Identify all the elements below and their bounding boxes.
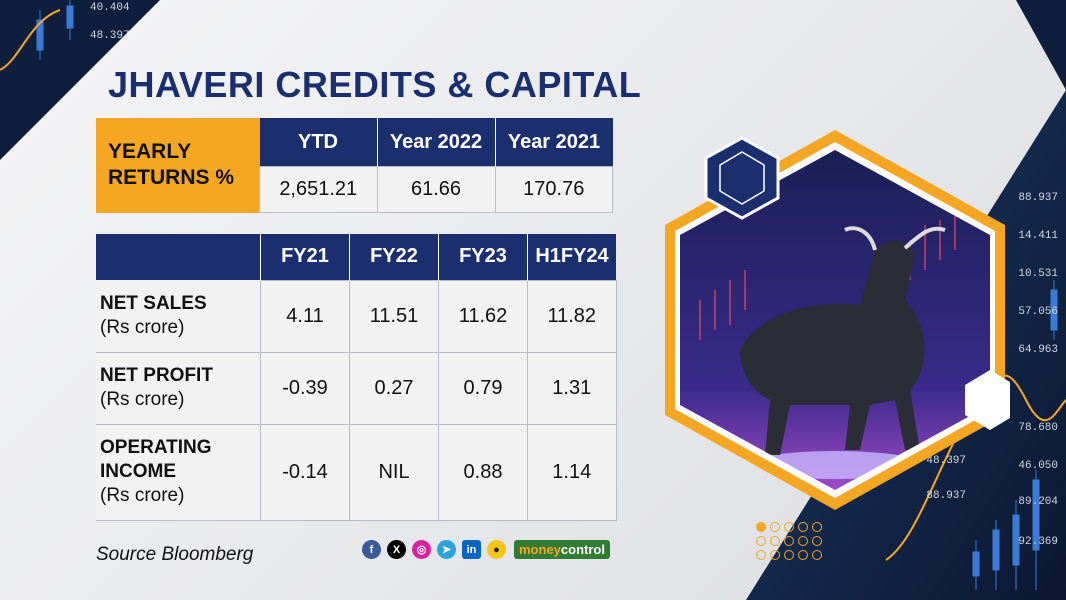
row-label-line: OPERATING bbox=[100, 437, 212, 458]
row-label-line: NET PROFIT bbox=[100, 365, 213, 386]
table-cell: 0.27 bbox=[349, 351, 439, 425]
row-label: NET SALES (Rs crore) bbox=[96, 280, 261, 353]
table-row: NET SALES (Rs crore) 4.11 11.51 11.62 11… bbox=[96, 279, 617, 353]
bg-number: 89.204 bbox=[1018, 496, 1058, 508]
bg-number: 40.404 bbox=[90, 2, 130, 14]
table-cell: -0.39 bbox=[260, 351, 350, 425]
table-cell: NIL bbox=[349, 423, 439, 521]
financials-header: H1FY24 bbox=[527, 234, 616, 280]
table-cell: 11.62 bbox=[438, 279, 528, 353]
bg-number: 48.397 bbox=[926, 455, 966, 467]
corner-chart-graphic bbox=[0, 0, 74, 71]
source-note: Source Bloomberg bbox=[96, 544, 254, 565]
moneycontrol-logo[interactable]: moneycontrol bbox=[514, 540, 610, 559]
row-label-line: INCOME bbox=[100, 461, 176, 482]
table-cell: 0.79 bbox=[438, 351, 528, 425]
dot-pattern bbox=[756, 522, 822, 560]
yearly-returns-label-text: YEARLY RETURNS % bbox=[108, 140, 235, 190]
row-label: OPERATING INCOME (Rs crore) bbox=[96, 424, 261, 521]
instagram-icon[interactable]: ◎ bbox=[412, 540, 431, 559]
yearly-returns-table: YEARLY RETURNS % YTD Year 2022 Year 2021… bbox=[96, 118, 613, 213]
bg-number: 14.411 bbox=[1018, 230, 1058, 242]
koo-icon[interactable]: ● bbox=[487, 540, 506, 559]
telegram-icon[interactable]: ➤ bbox=[437, 540, 456, 559]
financials-header-blank bbox=[96, 234, 261, 280]
page-title: JHAVERI CREDITS & CAPITAL bbox=[108, 64, 642, 105]
returns-header: Year 2022 bbox=[376, 118, 495, 167]
table-row: NET PROFIT (Rs crore) -0.39 0.27 0.79 1.… bbox=[96, 351, 617, 425]
bull-image-hexagon bbox=[665, 130, 1010, 510]
returns-value: 2,651.21 bbox=[259, 166, 378, 213]
bg-number: 88.937 bbox=[926, 490, 966, 502]
returns-value: 170.76 bbox=[494, 166, 613, 213]
table-row: OPERATING INCOME (Rs crore) -0.14 NIL 0.… bbox=[96, 423, 617, 521]
row-label-line: (Rs crore) bbox=[100, 316, 185, 338]
financials-header: FY22 bbox=[349, 234, 439, 280]
logo-part: control bbox=[560, 542, 605, 557]
financials-header: FY23 bbox=[438, 234, 528, 280]
bg-number: 92.369 bbox=[1018, 536, 1058, 548]
returns-header: Year 2021 bbox=[494, 118, 613, 167]
row-label-line: (Rs crore) bbox=[100, 485, 185, 506]
returns-value: 61.66 bbox=[376, 166, 496, 213]
bg-number: 88.937 bbox=[1018, 192, 1058, 204]
financials-table: FY21 FY22 FY23 H1FY24 NET SALES (Rs cror… bbox=[96, 234, 617, 521]
facebook-icon[interactable]: f bbox=[362, 540, 381, 559]
bg-number: 10.531 bbox=[1018, 268, 1058, 280]
table-cell: 11.82 bbox=[527, 279, 617, 353]
bg-number: 48.397 bbox=[90, 30, 130, 42]
bg-number: 78.680 bbox=[1018, 422, 1058, 434]
bg-number: 57.056 bbox=[1018, 306, 1058, 318]
yearly-returns-label: YEARLY RETURNS % bbox=[96, 118, 260, 213]
x-icon[interactable]: X bbox=[387, 540, 406, 559]
bg-number: 46.050 bbox=[1018, 460, 1058, 472]
table-cell: 1.14 bbox=[527, 423, 617, 521]
table-cell: 0.88 bbox=[438, 423, 528, 521]
row-label-line: NET SALES bbox=[100, 292, 207, 314]
financials-header: FY21 bbox=[260, 234, 350, 280]
returns-header: YTD bbox=[259, 118, 377, 167]
logo-part: money bbox=[519, 542, 561, 557]
table-cell: 1.31 bbox=[527, 351, 617, 425]
table-cell: -0.14 bbox=[260, 423, 350, 521]
table-cell: 11.51 bbox=[349, 279, 439, 353]
linkedin-icon[interactable]: in bbox=[462, 540, 481, 559]
table-cell: 4.11 bbox=[260, 279, 350, 353]
row-label-line: (Rs crore) bbox=[100, 389, 185, 410]
bg-number: 64.963 bbox=[1018, 344, 1058, 356]
row-label: NET PROFIT (Rs crore) bbox=[96, 352, 261, 425]
social-links: f X ◎ ➤ in ● moneycontrol bbox=[362, 540, 610, 559]
